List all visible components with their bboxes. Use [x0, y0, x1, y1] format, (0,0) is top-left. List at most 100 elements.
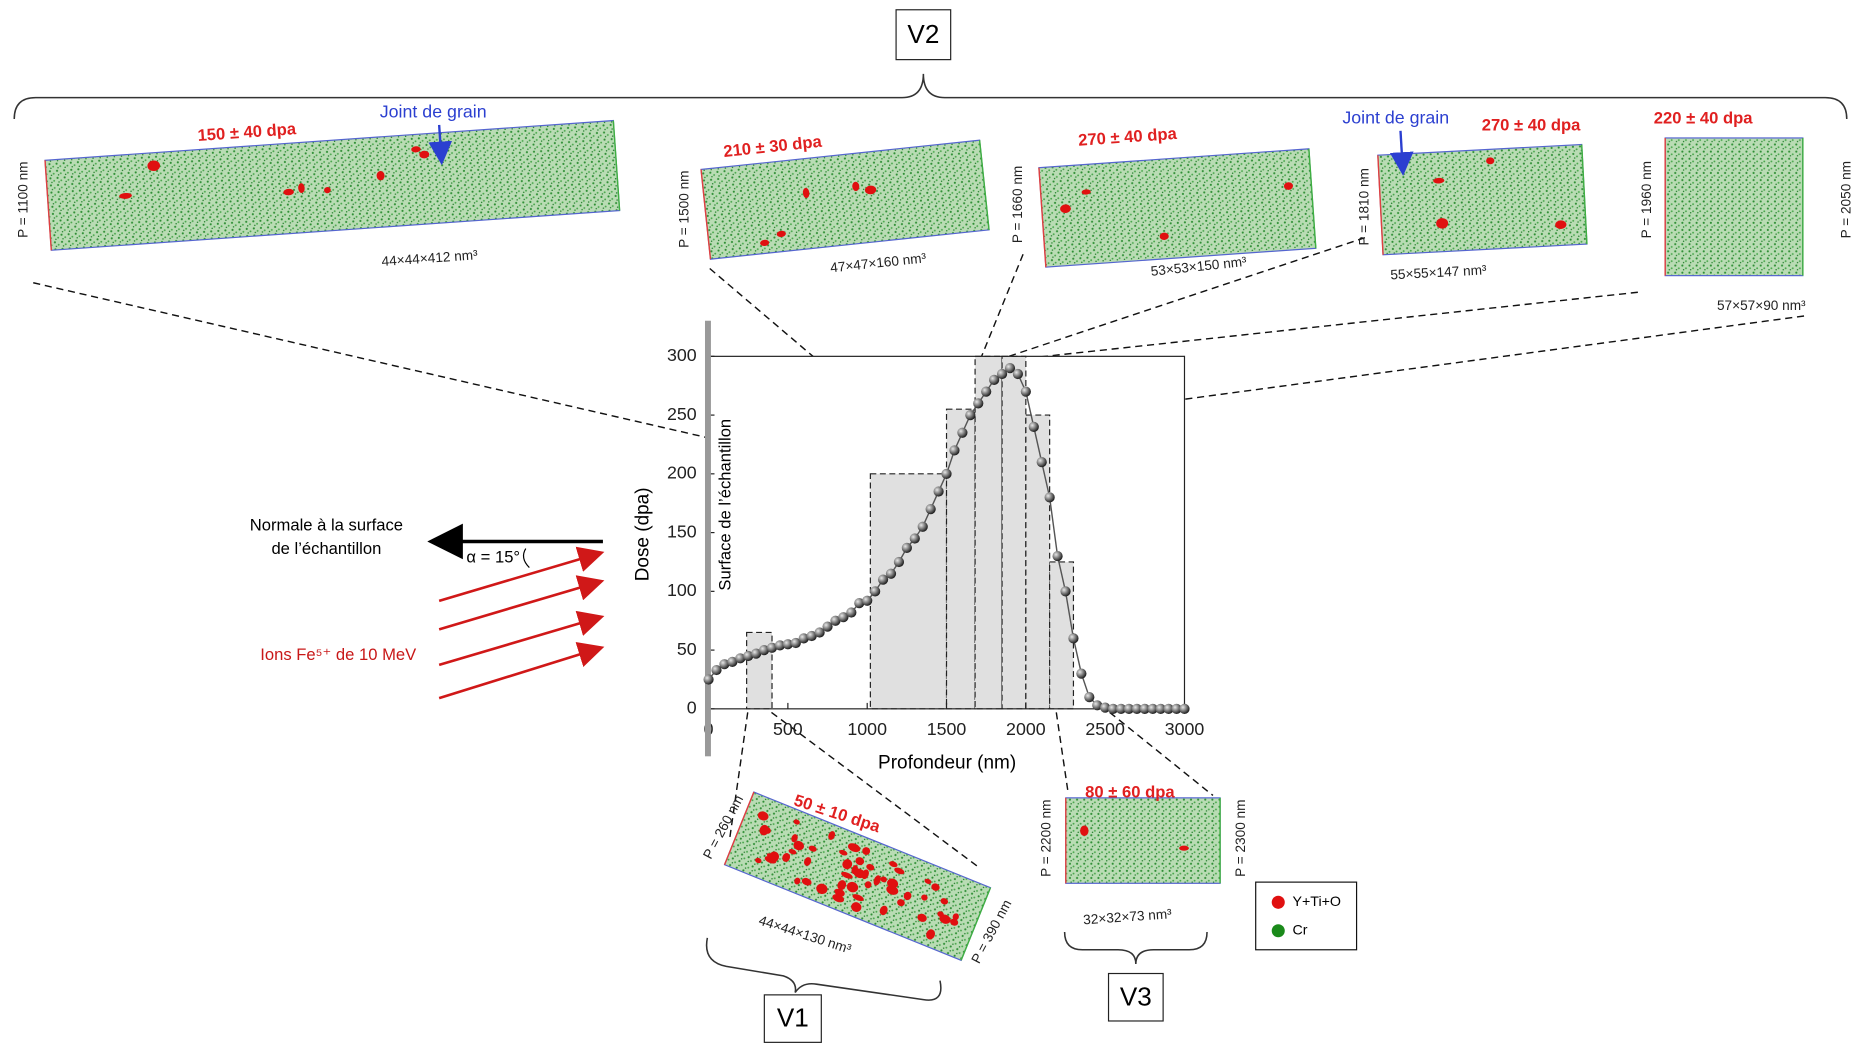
annotation: Joint de grain	[380, 102, 487, 122]
precipitate	[832, 894, 845, 903]
precipitate	[887, 878, 899, 889]
dose-point	[711, 664, 722, 676]
beam-text: de l’échantillon	[271, 539, 381, 558]
precipitate	[793, 819, 800, 825]
dose-point	[1147, 703, 1158, 714]
dose-point	[798, 633, 809, 644]
y-tick-label: 200	[667, 463, 697, 483]
depth-label: P = 1100 nm	[15, 161, 30, 237]
connector	[1109, 711, 1214, 797]
dose-point	[735, 653, 746, 664]
volume-box	[974, 355, 1003, 710]
precipitate	[894, 867, 905, 875]
atom-volume	[44, 119, 621, 251]
dose-point	[782, 639, 793, 650]
dose-point	[774, 640, 786, 651]
dose-point	[1131, 703, 1142, 714]
volume-edge	[1038, 167, 1047, 268]
precipitate	[879, 905, 888, 916]
precipitate	[864, 881, 872, 889]
volume-body	[44, 119, 621, 251]
precipitate	[776, 230, 786, 237]
precipitate	[924, 878, 932, 884]
depth-label: P = 2050 nm	[1838, 161, 1853, 238]
precipitate	[283, 188, 294, 196]
precipitate	[889, 861, 898, 868]
dose-point	[965, 409, 976, 421]
volume-edge	[44, 160, 53, 251]
annotation: Joint de grain	[1342, 108, 1449, 128]
legend-label: Cr	[1292, 923, 1307, 939]
precipitate	[768, 851, 780, 862]
connector	[978, 254, 1024, 363]
precipitate	[897, 899, 905, 907]
precipitate	[808, 845, 817, 852]
atom-volume	[700, 139, 990, 260]
y-tick-label: 150	[667, 521, 697, 541]
volume-body	[1038, 148, 1317, 268]
precipitate	[950, 918, 959, 926]
dose-point	[1044, 492, 1055, 503]
atom-volume	[1377, 143, 1588, 256]
precipitate	[847, 843, 861, 853]
connector	[771, 711, 979, 868]
precipitate	[1486, 157, 1495, 165]
precipitate	[1555, 220, 1567, 229]
dose-point	[1068, 633, 1079, 644]
dose-point	[941, 468, 952, 479]
dose-point	[917, 521, 928, 532]
dose-point	[766, 642, 778, 653]
legend-marker	[1271, 924, 1285, 938]
dose-point	[1020, 386, 1031, 397]
dose-point	[1123, 703, 1135, 714]
dose-point	[1084, 691, 1095, 703]
precipitate	[760, 239, 770, 246]
dose-point	[1100, 702, 1111, 713]
precipitate	[1283, 182, 1294, 190]
connector	[1055, 712, 1069, 794]
dose-point	[1163, 703, 1174, 714]
dose-point	[1076, 668, 1087, 679]
dose-label: 80 ± 60 dpa	[1085, 782, 1175, 801]
angle-label: α = 15°	[466, 547, 520, 566]
precipitate	[839, 849, 848, 856]
depth-label: P = 2300 nm	[1233, 800, 1248, 877]
dose-point	[1036, 456, 1047, 468]
y-tick-label: 50	[677, 639, 697, 659]
dose-point	[1060, 586, 1071, 597]
precipitate	[841, 871, 853, 879]
precipitate	[926, 929, 936, 940]
depth-label: P = 1660 nm	[1010, 166, 1025, 243]
precipitate	[940, 898, 949, 905]
x-tick-label: 2500	[1085, 719, 1125, 739]
volume-body	[1065, 797, 1221, 884]
volume-edge	[723, 791, 755, 865]
precipitate	[852, 894, 864, 902]
dose-point	[1171, 703, 1182, 714]
precipitate	[837, 880, 847, 891]
volume-body	[1377, 143, 1588, 256]
surface-label: Surface de l’échantillon	[716, 419, 735, 591]
dose-point	[862, 595, 873, 606]
dose-point	[981, 386, 992, 397]
dose-point	[1092, 700, 1103, 711]
precipitate	[298, 183, 305, 194]
volume-edge	[1581, 144, 1588, 245]
x-axis-label: Profondeur (nm)	[878, 752, 1016, 773]
dose-point	[719, 659, 730, 670]
size-label: 47×47×160 nm³	[830, 250, 928, 275]
dose-point	[870, 586, 881, 597]
volume-box	[1001, 355, 1027, 710]
precipitate	[864, 185, 877, 195]
brace	[1063, 931, 1208, 965]
label-box	[763, 994, 822, 1043]
y-tick-label: 100	[667, 580, 697, 600]
dose-point	[1012, 368, 1024, 380]
precipitate	[828, 831, 836, 840]
precipitate	[939, 914, 951, 924]
dose-point	[1028, 421, 1039, 432]
precipitate	[1159, 232, 1169, 240]
precipitate	[757, 811, 769, 821]
precipitate	[880, 876, 887, 883]
volume-box	[746, 631, 773, 710]
